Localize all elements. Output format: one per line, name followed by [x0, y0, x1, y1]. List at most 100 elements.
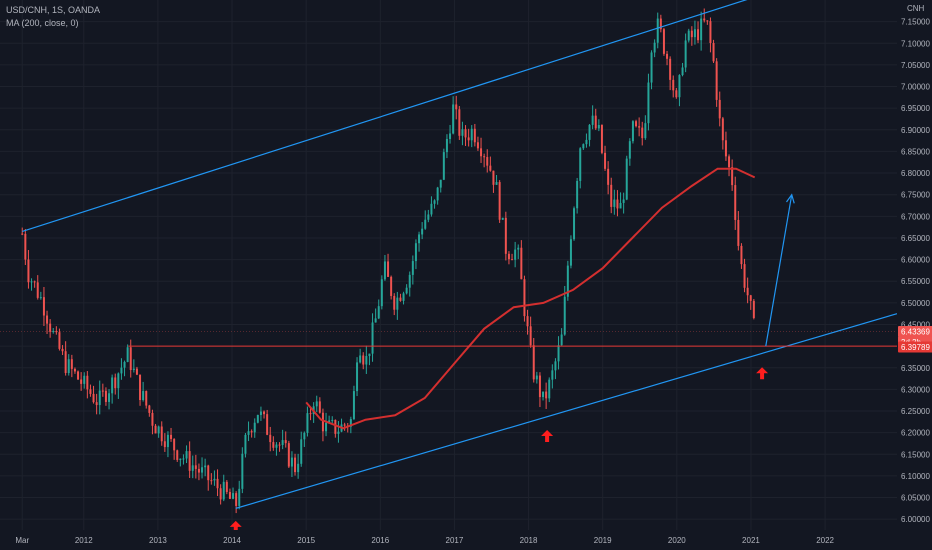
candle-body: [439, 179, 442, 188]
candle-body: [126, 347, 129, 362]
time-axis[interactable]: Mar 2012 2013 2014 2015 2016 2017 2018 2019 2020 2…: [0, 530, 932, 550]
candle-body: [380, 279, 383, 307]
candle-body: [259, 411, 262, 415]
candle-body: [631, 121, 634, 142]
price-tick-label: 6.85000: [901, 147, 930, 156]
candle-body: [579, 148, 582, 181]
candle-body: [46, 315, 49, 324]
candle-body: [421, 228, 424, 235]
candle-body: [569, 239, 572, 266]
candle-body: [641, 127, 644, 139]
candle-body: [318, 401, 321, 413]
price-label-text: 6.39789: [901, 343, 930, 352]
candle-body: [294, 457, 297, 473]
candle-body: [427, 214, 430, 220]
candle-body: [120, 367, 123, 374]
candle-body: [114, 377, 117, 389]
candle-body: [684, 40, 687, 68]
candle-body: [343, 424, 346, 426]
time-tick-label: 2019: [594, 536, 612, 545]
candle-body: [253, 422, 256, 433]
candle-body: [61, 348, 64, 352]
time-tick-label: 2015: [297, 536, 315, 545]
candle-body: [188, 451, 191, 471]
candle-body: [70, 359, 73, 369]
candle-body: [108, 393, 111, 402]
candle-body: [746, 287, 749, 296]
indicator-title[interactable]: MA (200, close, 0): [6, 18, 79, 28]
candle-body: [225, 481, 228, 492]
price-tick-label: 6.10000: [901, 472, 930, 481]
candle-body: [89, 389, 92, 394]
candle-body: [213, 478, 216, 481]
price-axis[interactable]: CNH 6.00000 6.05000 6.10000 6.15000 6.20000 6.…: [897, 0, 932, 550]
candle-body: [495, 182, 498, 185]
candle-body: [303, 432, 306, 440]
candle-body: [170, 434, 173, 439]
candle-body: [30, 281, 33, 283]
candle-body: [182, 458, 185, 460]
price-tick-label: 6.55000: [901, 277, 930, 286]
candle-body: [297, 463, 300, 473]
candle-body: [263, 411, 266, 415]
price-label-box: [898, 341, 932, 353]
price-tick-label: 6.70000: [901, 212, 930, 221]
candle-body: [433, 200, 436, 204]
candle-body: [52, 331, 55, 333]
candle-body: [365, 356, 368, 365]
candle-body: [483, 156, 486, 158]
candle-body: [529, 326, 532, 346]
candle-body: [377, 306, 380, 319]
candle-body: [635, 121, 638, 127]
ma-200-line: [305, 167, 756, 430]
candle-body: [328, 420, 331, 423]
candle-body: [662, 29, 665, 54]
candle-body: [163, 441, 166, 448]
candle-body: [675, 90, 678, 98]
time-tick-label: 2014: [223, 536, 241, 545]
symbol-title[interactable]: USD/CNH, 1S, OANDA: [6, 5, 101, 15]
candle-body: [359, 355, 362, 363]
price-tick-label: 7.15000: [901, 18, 930, 27]
candle-body: [157, 426, 160, 434]
candle-body: [616, 199, 619, 209]
candle-body: [207, 465, 210, 481]
candle-body: [36, 282, 39, 298]
candle-body: [337, 431, 340, 434]
time-tick-label: 2016: [371, 536, 389, 545]
candle-body: [613, 199, 616, 207]
candle-body: [368, 353, 371, 357]
price-tick-label: 6.30000: [901, 385, 930, 394]
candle-body: [638, 126, 641, 128]
candle-body: [718, 99, 721, 119]
projection-arrow-shaft: [765, 194, 793, 347]
candle-body: [39, 297, 42, 299]
candle-body: [445, 138, 448, 153]
candle-body: [272, 442, 275, 448]
candle-body: [687, 30, 690, 41]
candle-body: [526, 316, 529, 327]
candle-body: [281, 440, 284, 446]
candle-body: [309, 413, 312, 415]
price-axis-bg: [897, 0, 932, 550]
candle-body: [653, 42, 656, 53]
time-tick-label: 2020: [668, 536, 686, 545]
candle-body: [95, 402, 98, 406]
price-tick-label: 6.95000: [901, 104, 930, 113]
candle-body: [371, 322, 374, 354]
candle-body: [266, 414, 269, 435]
price-tick-label: 6.80000: [901, 169, 930, 178]
candle-body: [129, 347, 132, 371]
candle-body: [86, 375, 89, 390]
candle-body: [92, 393, 95, 403]
candle-body: [566, 265, 569, 297]
candle-body: [470, 128, 473, 141]
candle-body: [98, 390, 101, 406]
candle-body: [374, 318, 377, 323]
candle-body: [232, 493, 235, 499]
upper-channel-line: [22, 0, 748, 233]
candle-body: [737, 219, 740, 246]
candle-body: [712, 43, 715, 62]
candle-body: [173, 438, 176, 451]
